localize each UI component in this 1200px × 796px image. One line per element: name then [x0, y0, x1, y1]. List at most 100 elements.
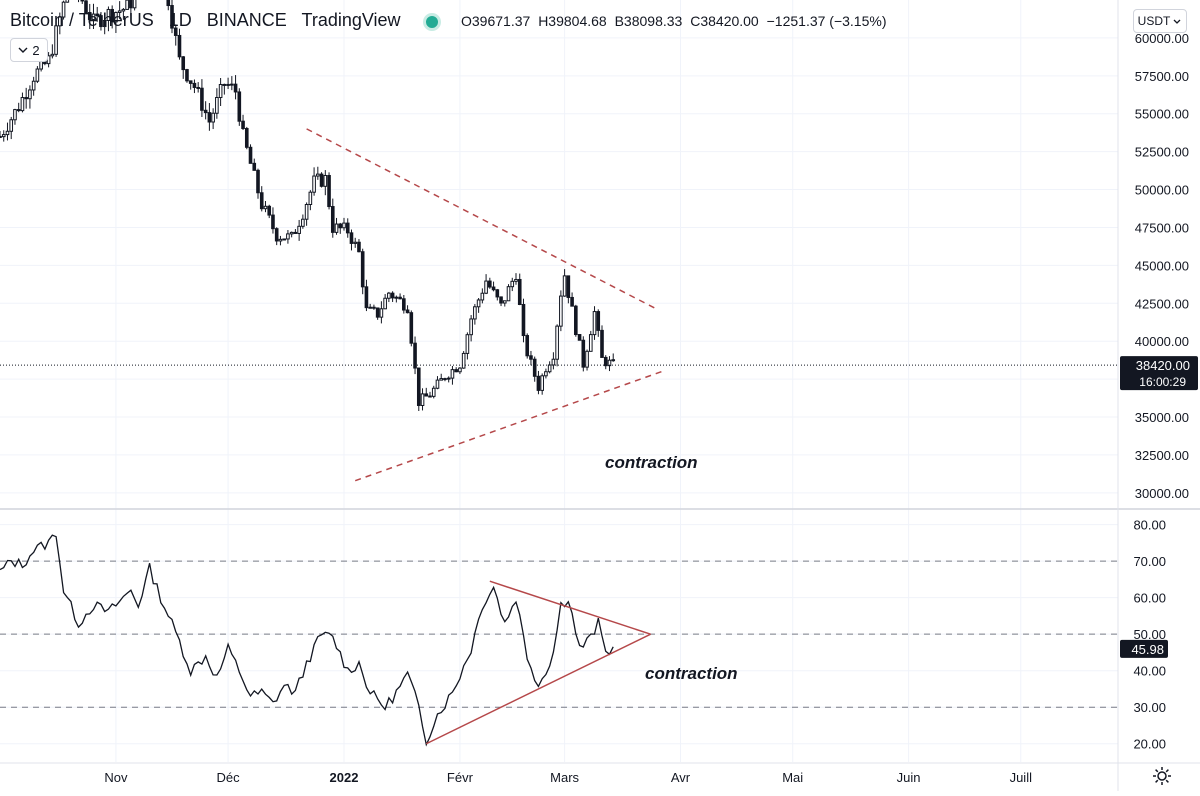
candle-body[interactable]: [132, 0, 137, 9]
candle-body[interactable]: [308, 191, 313, 206]
candle-body[interactable]: [65, 0, 70, 3]
candle-body[interactable]: [514, 278, 518, 282]
candle-body[interactable]: [495, 289, 500, 298]
candle-body[interactable]: [286, 233, 290, 240]
candle-body[interactable]: [450, 369, 455, 379]
candle-body[interactable]: [267, 205, 272, 216]
candle-body[interactable]: [491, 286, 496, 291]
candle-body[interactable]: [248, 146, 253, 164]
candle-body[interactable]: [525, 335, 530, 357]
candle-body[interactable]: [241, 120, 245, 130]
candle-body[interactable]: [588, 334, 593, 352]
candle-body[interactable]: [383, 297, 387, 310]
candle-body[interactable]: [435, 379, 440, 389]
candle-body[interactable]: [585, 350, 589, 368]
candle-body[interactable]: [16, 109, 21, 112]
candle-body[interactable]: [529, 355, 533, 360]
candle-body[interactable]: [387, 292, 391, 299]
candle-body[interactable]: [338, 223, 343, 229]
candle-body[interactable]: [5, 130, 10, 136]
candle-body[interactable]: [203, 109, 208, 114]
candle-body[interactable]: [289, 231, 294, 235]
candle-body[interactable]: [551, 358, 556, 366]
candle-body[interactable]: [319, 173, 324, 187]
candle-body[interactable]: [428, 395, 432, 398]
rsi-line[interactable]: [0, 534, 614, 747]
candle-body[interactable]: [360, 251, 365, 288]
candle-body[interactable]: [431, 387, 436, 397]
candle-body[interactable]: [327, 174, 331, 208]
candle-body[interactable]: [91, 13, 96, 20]
candle-body[interactable]: [446, 377, 451, 380]
candle-body[interactable]: [259, 192, 264, 210]
candle-body[interactable]: [196, 86, 200, 89]
candle-body[interactable]: [334, 223, 339, 233]
candle-body[interactable]: [544, 371, 548, 377]
candle-body[interactable]: [61, 1, 66, 18]
candle-body[interactable]: [461, 352, 466, 369]
candle-body[interactable]: [80, 0, 85, 2]
candle-body[interactable]: [345, 222, 350, 234]
interval-label[interactable]: 1D: [168, 10, 192, 30]
candle-body[interactable]: [536, 375, 541, 391]
candle-body[interactable]: [166, 0, 171, 7]
candle-body[interactable]: [177, 34, 182, 58]
candle-body[interactable]: [20, 97, 25, 112]
candle-body[interactable]: [31, 80, 36, 91]
candle-body[interactable]: [510, 280, 515, 288]
candle-body[interactable]: [215, 97, 219, 114]
candle-body[interactable]: [230, 83, 234, 86]
candle-body[interactable]: [603, 356, 608, 367]
candle-body[interactable]: [330, 206, 335, 233]
symbol-name[interactable]: Bitcoin / TetherUS: [10, 10, 154, 30]
candle-body[interactable]: [24, 97, 28, 100]
candle-body[interactable]: [218, 84, 223, 99]
candle-body[interactable]: [413, 342, 417, 369]
candle-body[interactable]: [592, 311, 597, 336]
candle-body[interactable]: [394, 296, 399, 299]
candle-body[interactable]: [271, 214, 275, 230]
candle-body[interactable]: [349, 232, 354, 244]
candle-body[interactable]: [488, 280, 492, 288]
candle-body[interactable]: [398, 296, 402, 300]
candle-body[interactable]: [581, 339, 586, 368]
candle-body[interactable]: [499, 296, 503, 304]
candle-body[interactable]: [13, 109, 17, 121]
candle-body[interactable]: [244, 128, 249, 148]
candle-body[interactable]: [170, 5, 174, 29]
candle-body[interactable]: [188, 80, 193, 84]
candle-body[interactable]: [540, 375, 544, 391]
candle-body[interactable]: [596, 311, 601, 331]
candle-body[interactable]: [372, 306, 376, 309]
candle-body[interactable]: [316, 173, 320, 177]
candle-body[interactable]: [233, 83, 238, 93]
candle-body[interactable]: [611, 359, 616, 362]
candle-body[interactable]: [600, 329, 604, 358]
candle-body[interactable]: [342, 222, 346, 229]
gear-icon[interactable]: [1152, 766, 1172, 786]
candle-body[interactable]: [480, 292, 485, 301]
candle-body[interactable]: [237, 91, 242, 122]
candle-body[interactable]: [357, 241, 361, 253]
candle-body[interactable]: [577, 334, 582, 341]
candle-body[interactable]: [95, 13, 100, 17]
candle-body[interactable]: [9, 119, 14, 132]
candle-body[interactable]: [28, 89, 32, 100]
candle-body[interactable]: [364, 286, 369, 309]
candle-body[interactable]: [547, 364, 552, 373]
candle-body[interactable]: [506, 286, 511, 302]
candle-body[interactable]: [263, 205, 268, 210]
candle-body[interactable]: [200, 87, 204, 111]
candle-body[interactable]: [1, 134, 6, 138]
candle-body[interactable]: [252, 162, 257, 171]
candle-body[interactable]: [562, 275, 567, 297]
candle-body[interactable]: [282, 238, 286, 241]
candle-body[interactable]: [114, 11, 118, 23]
indicators-collapse-button[interactable]: 2: [10, 38, 48, 62]
candle-body[interactable]: [390, 292, 395, 299]
candle-body[interactable]: [99, 15, 103, 28]
candle-body[interactable]: [117, 10, 122, 13]
candle-body[interactable]: [521, 304, 526, 337]
candle-body[interactable]: [121, 8, 126, 12]
